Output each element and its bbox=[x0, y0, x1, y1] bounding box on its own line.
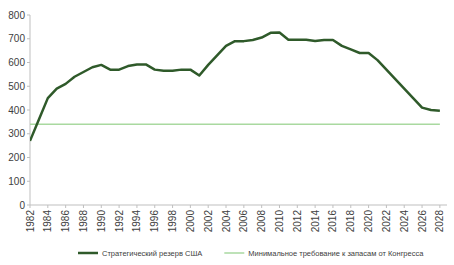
y-tick bbox=[27, 133, 30, 134]
x-tick bbox=[386, 205, 387, 208]
y-tick-label: 0 bbox=[19, 200, 25, 211]
y-tick-label: 500 bbox=[8, 81, 25, 92]
x-tick-label: 2010 bbox=[274, 210, 285, 233]
x-tick bbox=[368, 205, 369, 208]
series-line bbox=[30, 33, 440, 141]
x-tick bbox=[65, 205, 66, 208]
x-tick-label: 1994 bbox=[131, 210, 142, 233]
x-tick-label: 2016 bbox=[327, 210, 338, 233]
x-tick bbox=[172, 205, 173, 208]
x-tick bbox=[297, 205, 298, 208]
x-tick bbox=[226, 205, 227, 208]
x-tick bbox=[119, 205, 120, 208]
x-tick-label: 2022 bbox=[381, 210, 392, 233]
x-tick-label: 2014 bbox=[310, 210, 321, 233]
x-tick-label: 2026 bbox=[417, 210, 428, 233]
x-tick-label: 2000 bbox=[185, 210, 196, 233]
legend-label: Минимальное требование к запасам от Конг… bbox=[248, 249, 424, 258]
x-tick-label: 1998 bbox=[167, 210, 178, 233]
x-tick bbox=[136, 205, 137, 208]
x-tick-label: 2008 bbox=[256, 210, 267, 233]
x-tick bbox=[243, 205, 244, 208]
x-tick bbox=[208, 205, 209, 208]
x-tick bbox=[30, 205, 31, 208]
x-tick bbox=[350, 205, 351, 208]
x-tick-label: 2012 bbox=[292, 210, 303, 233]
x-tick-label: 1988 bbox=[78, 210, 89, 233]
y-tick bbox=[27, 38, 30, 39]
plot-area bbox=[30, 33, 440, 141]
x-tick-label: 2020 bbox=[363, 210, 374, 233]
x-tick bbox=[261, 205, 262, 208]
x-tick-label: 2024 bbox=[399, 210, 410, 233]
x-tick bbox=[83, 205, 84, 208]
y-tick bbox=[27, 15, 30, 16]
x-tick-label: 1982 bbox=[25, 210, 36, 233]
x-tick bbox=[154, 205, 155, 208]
x-tick bbox=[101, 205, 102, 208]
y-tick bbox=[27, 181, 30, 182]
x-tick bbox=[279, 205, 280, 208]
y-tick-label: 700 bbox=[8, 33, 25, 44]
x-tick-label: 2004 bbox=[221, 210, 232, 233]
x-tick-label: 1996 bbox=[149, 210, 160, 233]
y-tick-label: 600 bbox=[8, 57, 25, 68]
y-tick-label: 300 bbox=[8, 128, 25, 139]
y-tick-label: 400 bbox=[8, 105, 25, 116]
y-tick bbox=[27, 62, 30, 63]
x-tick-label: 1992 bbox=[114, 210, 125, 233]
x-tick-label: 1986 bbox=[60, 210, 71, 233]
y-tick bbox=[27, 86, 30, 87]
x-tick-label: 2018 bbox=[345, 210, 356, 233]
series-line bbox=[30, 124, 440, 126]
y-tick bbox=[27, 110, 30, 111]
chart: 0 100 200 300 400 500 600 700 800 1982 1984 1986 198… bbox=[0, 0, 454, 265]
legend-label: Стратегический резерв США bbox=[102, 249, 202, 258]
legend-swatch bbox=[78, 252, 98, 255]
x-tick-label: 2002 bbox=[203, 210, 214, 233]
x-tick-label: 1984 bbox=[42, 210, 53, 233]
x-tick-label: 2006 bbox=[238, 210, 249, 233]
x-tick-label: 1990 bbox=[96, 210, 107, 233]
x-tick bbox=[332, 205, 333, 208]
x-tick bbox=[47, 205, 48, 208]
y-tick bbox=[27, 157, 30, 158]
x-tick bbox=[439, 205, 440, 208]
legend-swatch bbox=[224, 252, 244, 254]
x-tick bbox=[315, 205, 316, 208]
y-tick-label: 200 bbox=[8, 152, 25, 163]
x-tick-label: 2028 bbox=[434, 210, 445, 233]
x-tick bbox=[422, 205, 423, 208]
x-axis bbox=[30, 205, 447, 206]
y-tick-label: 100 bbox=[8, 176, 25, 187]
x-tick bbox=[404, 205, 405, 208]
x-tick bbox=[190, 205, 191, 208]
y-tick-label: 800 bbox=[8, 10, 25, 21]
